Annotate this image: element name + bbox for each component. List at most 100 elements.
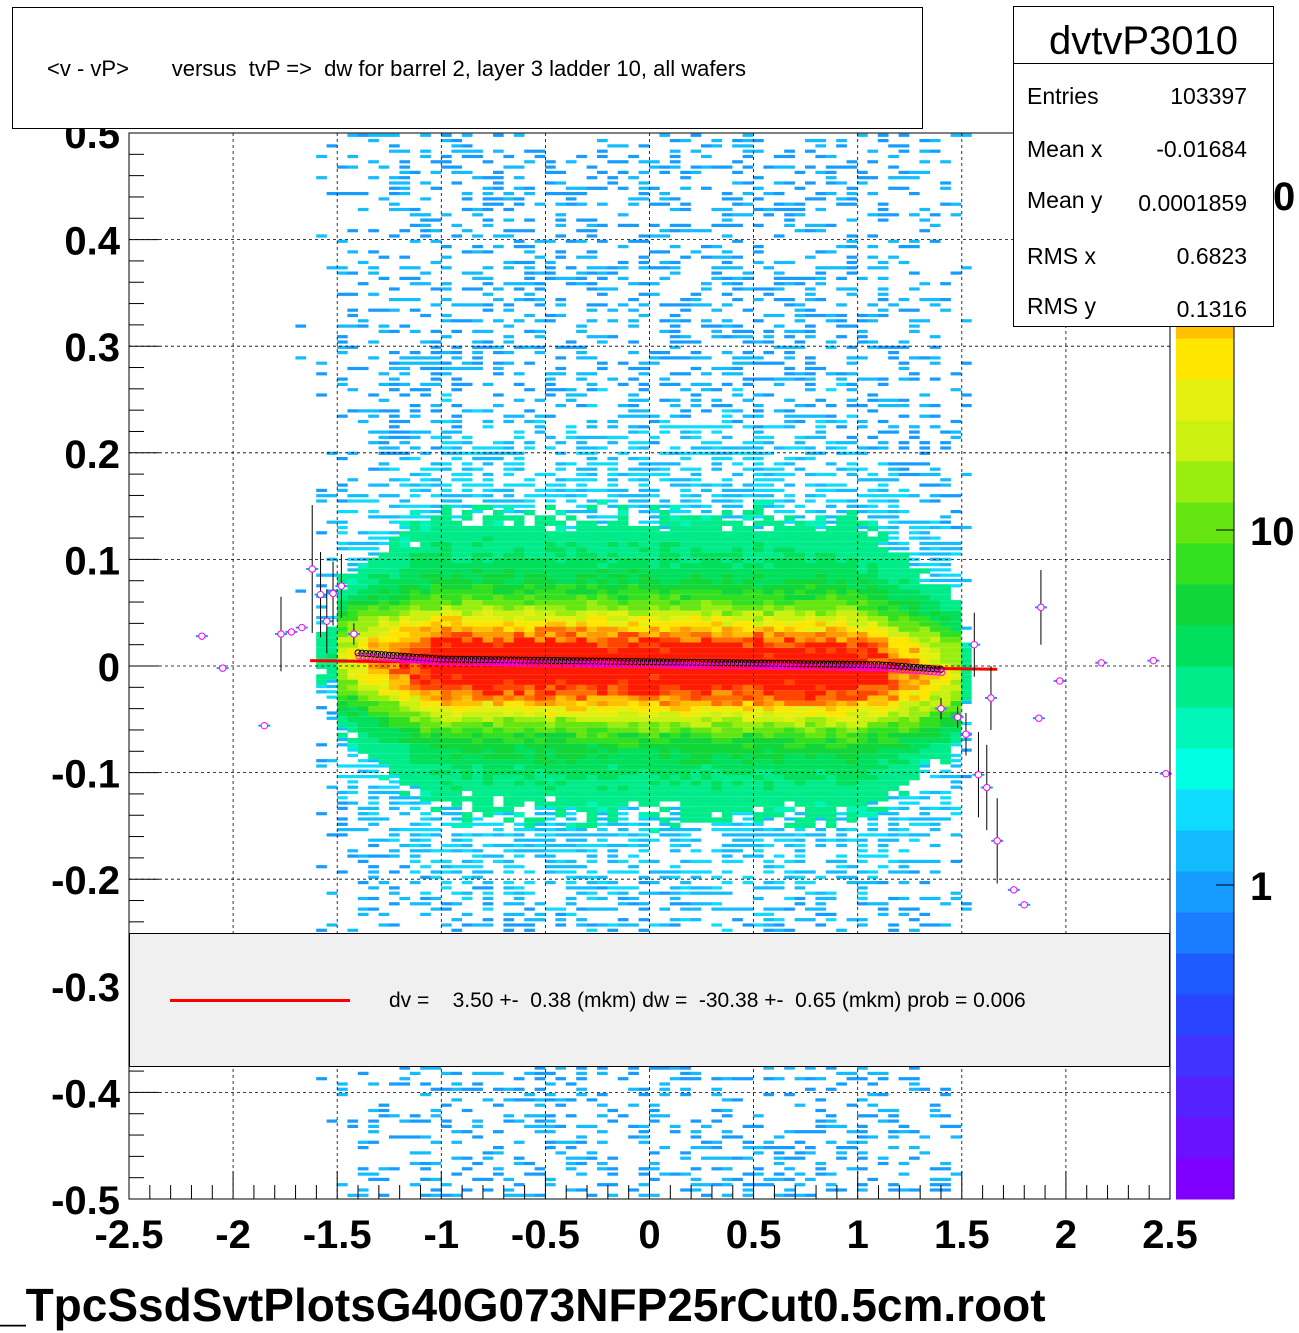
heatmap-cell <box>732 584 743 590</box>
heatmap-cell <box>503 525 515 532</box>
heatmap-cell <box>597 886 608 890</box>
heatmap-cell <box>607 610 619 616</box>
heatmap-cell <box>628 706 639 712</box>
heatmap-cell <box>649 775 660 781</box>
heatmap-cell <box>565 780 577 786</box>
heatmap-cell <box>753 361 764 365</box>
heatmap-cell <box>763 918 775 922</box>
heatmap-cell <box>763 573 775 579</box>
heatmap-cell <box>389 515 400 519</box>
heatmap-cell <box>524 1193 535 1197</box>
heatmap-cell <box>534 319 546 323</box>
heatmap-cell <box>711 398 723 402</box>
heatmap-cell <box>378 531 390 535</box>
heatmap-cell <box>721 753 733 760</box>
heatmap-cell <box>513 727 525 733</box>
heatmap-cell <box>337 828 348 832</box>
heatmap-cell <box>607 467 619 471</box>
heatmap-cell <box>399 552 411 558</box>
heatmap-cell <box>389 700 400 707</box>
heatmap-cell <box>649 700 660 707</box>
heatmap-cell <box>524 616 535 622</box>
heatmap-cell <box>690 170 702 174</box>
heatmap-cell <box>357 499 369 503</box>
heatmap-cell <box>441 499 452 503</box>
heatmap-cell <box>545 722 556 728</box>
heatmap-cell <box>784 727 795 733</box>
heatmap-cell <box>784 223 795 227</box>
heatmap-cell <box>461 133 473 137</box>
heatmap-cell <box>753 319 764 323</box>
heatmap-cell <box>763 340 775 344</box>
heatmap-cell <box>617 780 629 786</box>
heatmap-cell <box>597 525 608 532</box>
heatmap-cell <box>430 186 442 190</box>
heatmap-cell <box>753 425 764 429</box>
heatmap-cell <box>347 679 359 685</box>
heatmap-cell <box>690 589 702 595</box>
heatmap-cell <box>545 1093 556 1097</box>
heatmap-cell <box>555 218 567 222</box>
heatmap-cell <box>513 780 525 786</box>
heatmap-cell <box>420 568 431 574</box>
heatmap-cell <box>773 324 785 328</box>
heatmap-cell <box>513 594 525 601</box>
heatmap-cell <box>690 1167 702 1171</box>
heatmap-cell <box>617 753 629 760</box>
heatmap-cell <box>545 753 556 760</box>
heatmap-cell <box>628 796 639 802</box>
heatmap-cell <box>773 446 785 450</box>
heatmap-cell <box>659 276 671 280</box>
heatmap-cell <box>773 711 785 717</box>
heatmap-cell <box>721 213 733 217</box>
heatmap-cell <box>524 531 535 537</box>
heatmap-cell <box>482 1071 494 1075</box>
heatmap-cell <box>482 531 494 537</box>
heatmap-cell <box>472 748 483 754</box>
heatmap-cell <box>659 229 671 233</box>
heatmap-cell <box>607 515 619 519</box>
heatmap-cell <box>680 679 691 685</box>
heatmap-cell <box>784 616 795 622</box>
heatmap-cell <box>316 653 327 659</box>
heatmap-cell <box>441 663 452 669</box>
heatmap-cell <box>753 764 764 770</box>
heatmap-cell <box>784 541 795 548</box>
heatmap-cell <box>607 812 619 818</box>
heatmap-cell <box>701 319 712 323</box>
heatmap-cell <box>555 843 567 848</box>
heatmap-cell <box>347 748 359 752</box>
heatmap-cell <box>451 849 463 853</box>
heatmap-cell <box>690 753 702 760</box>
heatmap-cell <box>576 578 587 585</box>
heatmap-cell <box>628 732 639 738</box>
heatmap-cell <box>576 324 587 328</box>
heatmap-cell <box>669 822 681 828</box>
heatmap-cell <box>534 335 546 339</box>
heatmap-cell <box>347 610 359 616</box>
heatmap-cell <box>773 785 785 791</box>
heatmap-cell <box>649 796 660 802</box>
heatmap-cell <box>586 669 598 675</box>
heatmap-cell <box>753 223 764 227</box>
heatmap-cell <box>368 584 379 590</box>
heatmap-cell <box>649 669 660 675</box>
heatmap-cell <box>534 578 546 585</box>
heatmap-cell <box>545 817 556 821</box>
heatmap-cell <box>534 430 546 434</box>
heatmap-cell <box>576 759 587 765</box>
heatmap-cell <box>441 849 452 853</box>
heatmap-cell <box>378 197 390 201</box>
heatmap-cell <box>680 764 691 770</box>
heatmap-cell <box>430 743 442 749</box>
heatmap-cell <box>420 753 431 760</box>
heatmap-cell <box>659 700 671 707</box>
heatmap-cell <box>545 446 556 450</box>
heatmap-cell <box>669 711 681 717</box>
heatmap-cell <box>628 642 639 648</box>
heatmap-cell <box>409 282 421 286</box>
heatmap-cell <box>742 605 754 611</box>
heatmap-cell <box>326 833 338 837</box>
heatmap-cell <box>451 515 463 519</box>
heatmap-cell <box>399 716 411 722</box>
